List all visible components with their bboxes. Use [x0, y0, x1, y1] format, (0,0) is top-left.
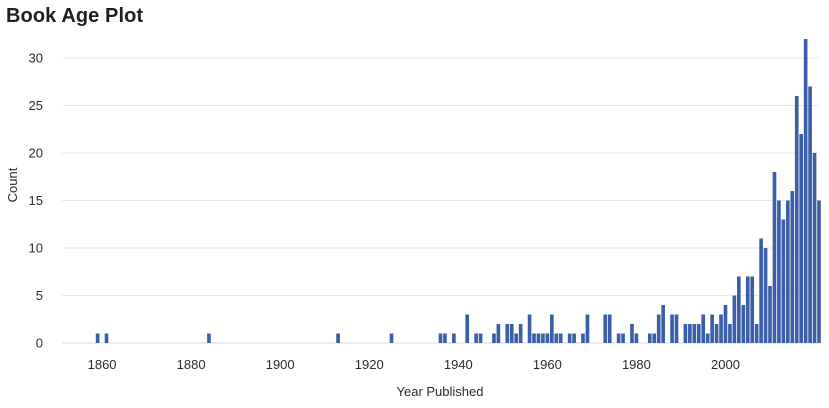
x-tick-label: 1940 — [444, 357, 473, 372]
bar — [745, 276, 750, 343]
y-tick-label: 30 — [29, 51, 43, 66]
bar — [647, 333, 652, 343]
x-tick-label: 1900 — [266, 357, 295, 372]
bar — [737, 276, 741, 343]
y-tick-label: 20 — [29, 146, 43, 161]
bar — [696, 324, 701, 343]
bar — [781, 219, 786, 343]
y-tick-label: 25 — [29, 98, 43, 113]
bar — [803, 39, 808, 343]
y-tick-labels: 0 5 10 15 20 25 30 — [29, 51, 43, 351]
x-tick-label: 1880 — [177, 357, 206, 372]
x-tick-label: 2000 — [711, 357, 740, 372]
bar — [572, 333, 576, 343]
bar — [790, 191, 795, 343]
bar — [794, 96, 799, 343]
bar — [496, 324, 501, 343]
bar — [701, 314, 706, 343]
bar — [438, 333, 443, 343]
bar — [799, 134, 804, 343]
bar — [550, 314, 554, 343]
y-tick-label: 15 — [29, 193, 43, 208]
bar — [465, 314, 470, 343]
bar — [817, 200, 821, 343]
bar — [714, 324, 719, 343]
bar — [389, 333, 394, 343]
bar — [509, 324, 514, 343]
bar — [772, 172, 777, 343]
x-tick-label: 1960 — [533, 357, 562, 372]
bar — [607, 314, 612, 343]
bar — [710, 314, 714, 343]
bar — [554, 333, 559, 343]
bar — [808, 86, 812, 343]
bar — [777, 200, 781, 343]
bar — [527, 314, 532, 343]
x-tick-label: 1920 — [355, 357, 384, 372]
bar — [634, 333, 639, 343]
bar — [505, 324, 510, 343]
bars — [95, 39, 821, 343]
bar — [492, 333, 496, 343]
bar — [474, 333, 478, 343]
bar — [812, 153, 817, 343]
gridlines — [62, 57, 819, 344]
bar — [616, 333, 621, 343]
y-axis-title: Count — [5, 167, 20, 202]
bar — [652, 333, 657, 343]
bar — [661, 305, 665, 343]
bar — [95, 333, 100, 343]
bar — [719, 314, 723, 343]
bar — [207, 333, 211, 343]
chart-title: Book Age Plot — [6, 5, 144, 27]
x-tick-label: 1860 — [88, 357, 117, 372]
y-tick-label: 10 — [29, 241, 43, 256]
bar — [518, 324, 523, 343]
bar — [541, 333, 545, 343]
bar — [336, 333, 340, 343]
bar — [723, 305, 728, 343]
bar — [603, 314, 608, 343]
bar — [558, 333, 563, 343]
bar — [754, 324, 759, 343]
bar — [585, 314, 590, 343]
bar — [656, 314, 661, 343]
y-tick-label: 5 — [36, 288, 43, 303]
bar — [786, 200, 790, 343]
bar — [741, 305, 746, 343]
bar — [692, 324, 697, 343]
bar — [768, 286, 772, 343]
bar — [545, 333, 550, 343]
bar — [443, 333, 447, 343]
bar — [750, 276, 755, 343]
x-axis-title: Year Published — [397, 384, 484, 399]
bar — [763, 248, 768, 343]
bar — [683, 324, 688, 343]
bar — [674, 314, 679, 343]
bar — [452, 333, 456, 343]
bar — [532, 333, 536, 343]
bar — [536, 333, 541, 343]
bar — [514, 333, 519, 343]
bar — [104, 333, 109, 343]
bar — [732, 295, 737, 343]
bar — [581, 333, 585, 343]
bar — [759, 238, 763, 343]
bar — [621, 333, 625, 343]
bar — [630, 324, 634, 343]
bar — [567, 333, 572, 343]
x-tick-label: 1980 — [622, 357, 651, 372]
x-tick-labels: 1860 1880 1900 1920 1940 1960 1980 2000 — [88, 357, 740, 372]
y-tick-label: 0 — [36, 336, 43, 351]
bar — [728, 324, 732, 343]
bar — [670, 314, 674, 343]
bar — [705, 333, 710, 343]
bar — [478, 333, 483, 343]
bar — [688, 324, 692, 343]
